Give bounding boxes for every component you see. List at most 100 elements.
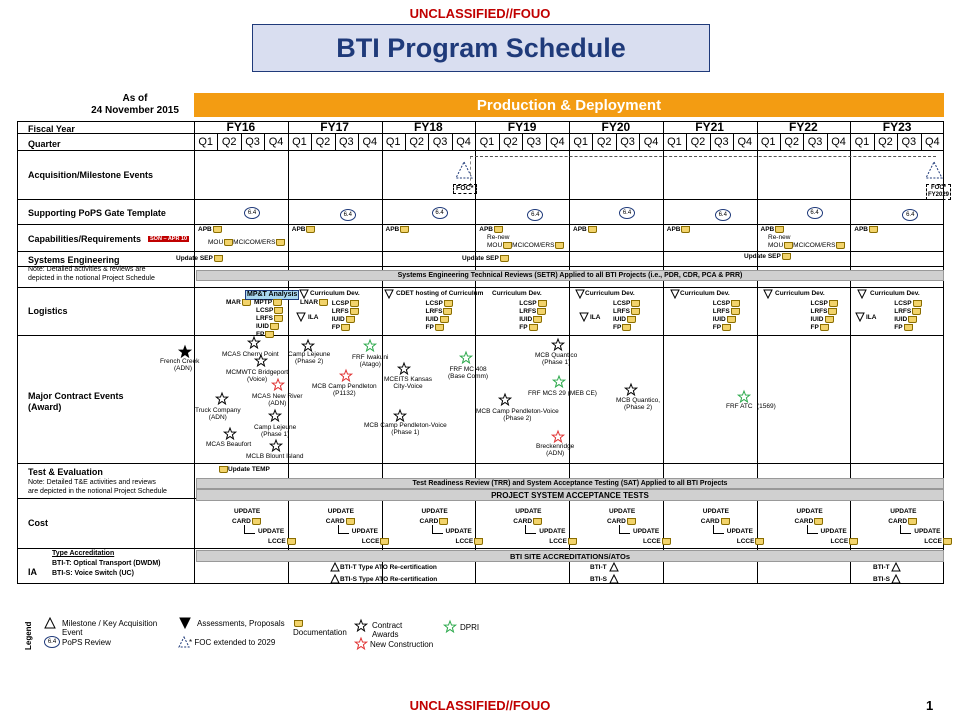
row-label-cost: Cost (28, 518, 48, 528)
apb-document: APB (667, 226, 691, 233)
quarter-fy22-q3: Q3 (807, 136, 823, 148)
cost-update-card: UPDATE (327, 508, 354, 515)
mce-kansas: MCEITS Kansas City-Voice (384, 376, 433, 390)
grid-quarter-divider (240, 133, 242, 150)
renew-label-2: Re-new (768, 234, 791, 241)
te-note-2: are depicted in the notional Project Sch… (28, 488, 167, 495)
lejeune-phase1-star (267, 408, 283, 423)
fiscal-year-fy23: FY23 (882, 120, 912, 134)
quarter-fy20-q1: Q1 (573, 136, 589, 148)
bridgeport-star (253, 353, 269, 368)
fiscal-year-fy20: FY20 (601, 120, 631, 134)
logistics-iuid: IUID (332, 316, 355, 323)
quarter-fy19-q1: Q1 (479, 136, 495, 148)
cost-update-card: UPDATE (421, 508, 448, 515)
pst-bar: PROJECT SYSTEM ACCEPTANCE TESTS (196, 489, 944, 501)
quarter-fy22-q2: Q2 (784, 136, 799, 148)
grid-quarter-divider (358, 133, 360, 150)
iwakuni-star (362, 338, 378, 353)
logistics-lcsp: LCSP (426, 300, 453, 307)
cost-card-doc: CARD (795, 518, 824, 525)
grid-row-line (17, 224, 944, 225)
grid-quarter-divider (639, 133, 641, 150)
curr-dev-4: Curriculum Dev. (680, 290, 730, 297)
cost-update-lcce: UPDATE (351, 528, 378, 535)
apb-document: APB (479, 226, 503, 233)
grid-year-divider (756, 121, 758, 584)
pendleton-voice1-star (392, 408, 408, 423)
cost-arrow (525, 525, 537, 534)
pendleton-voice2-star (497, 392, 513, 407)
apb-document: APB (761, 226, 785, 233)
son-tag: SON – APR 10 (148, 236, 190, 242)
grid-quarter-divider (522, 133, 524, 150)
logistics-lcsp: LCSP (519, 300, 547, 307)
grid-row-line (17, 199, 944, 200)
row-label-major-contract: Major Contract Events (28, 391, 124, 401)
ila-label-2: ILA (590, 314, 601, 321)
grid-quarter-divider (826, 133, 828, 150)
se-note-1: Note: Detailed activities & reviews are (28, 266, 146, 273)
beaufort-star (222, 426, 238, 441)
logistics-iuid: IUID (811, 316, 834, 323)
cost-card-doc: CARD (420, 518, 449, 525)
assessment-icon (855, 312, 865, 323)
quarter-fy21-q2: Q2 (690, 136, 706, 148)
pops-review-marker: 6.4 (714, 209, 731, 221)
grid-year-divider (850, 121, 852, 584)
cost-lcce-doc: LCCE (549, 538, 577, 545)
te-note-1: Note: Detailed T&E activities and review… (28, 479, 156, 486)
mou-label-3: MOU MCICOM/ERS (768, 242, 846, 249)
logistics-lcsp: LCSP (256, 307, 284, 314)
legend-milestone-icon (44, 616, 56, 629)
legend-milestone: Milestone / Key Acquisition Event (62, 619, 158, 637)
curr-dev-3: Curriculum Dev. (585, 290, 635, 297)
setr-bar: Systems Engineering Technical Reviews (S… (196, 270, 944, 281)
row-label-pops: Supporting PoPS Gate Template (28, 208, 166, 218)
logistics-fp: FP (426, 324, 444, 331)
pops-review-marker: 6.4 (431, 207, 448, 219)
foc-2029-milestone-icon (925, 160, 943, 179)
quarter-fy20-q4: Q4 (643, 136, 659, 148)
fiscal-year-label: Fiscal Year (28, 124, 75, 134)
quarter-fy20-q3: Q3 (620, 136, 635, 148)
grid-row-line (17, 287, 944, 288)
grid-row-line (17, 133, 944, 134)
logistics-lrfs: LRFS (613, 308, 640, 315)
cdet-label: CDET hosting of Curriculum (396, 290, 484, 297)
apb-document: APB (292, 226, 316, 233)
grid-quarter-divider (545, 133, 547, 150)
curr-dev-2: Curriculum Dev. (492, 290, 542, 297)
logistics-iuid: IUID (256, 323, 279, 330)
foc-dashed-line (470, 156, 471, 186)
quarter-fy17-q4: Q4 (362, 136, 378, 148)
logistics-lrfs: LRFS (894, 308, 922, 315)
row-label-capabilities: Capabilities/Requirements (28, 234, 142, 244)
assessment-icon (299, 289, 309, 300)
quarter-fy16-q3: Q3 (245, 136, 260, 148)
legend-title: Legend (24, 621, 33, 650)
quarter-fy18-q2: Q2 (409, 136, 424, 148)
mptp-label: MPTP (254, 299, 283, 306)
quarter-fy18-q1: Q1 (385, 136, 401, 148)
quarter-fy22-q1: Q1 (760, 136, 776, 148)
ila-label-3: ILA (866, 314, 877, 321)
apb-document: APB (854, 226, 878, 233)
cost-arrow (619, 525, 630, 534)
fiscal-year-fy17: FY17 (320, 120, 349, 134)
ia-btis-fy20: BTI-S (590, 576, 607, 583)
cost-arrow (431, 525, 443, 534)
cost-arrow (337, 525, 349, 534)
fiscal-year-fy16: FY16 (226, 120, 256, 134)
cost-update-lcce: UPDATE (258, 528, 285, 535)
truck-company-star (214, 391, 230, 406)
mce-pendleton-voice-1: MCB Camp Pendleton-Voice (Phase 1) (364, 422, 447, 436)
grid-quarter-divider (264, 133, 266, 150)
logistics-lrfs: LRFS (811, 308, 838, 315)
assessment-icon (296, 312, 306, 323)
grid-row-line (17, 463, 944, 464)
ia-btit-recert: BTI-T Type ATO Re-certification (340, 564, 437, 571)
cost-card-doc: CARD (513, 518, 543, 525)
logistics-iuid: IUID (894, 316, 918, 323)
logistics-lrfs: LRFS (519, 308, 547, 315)
